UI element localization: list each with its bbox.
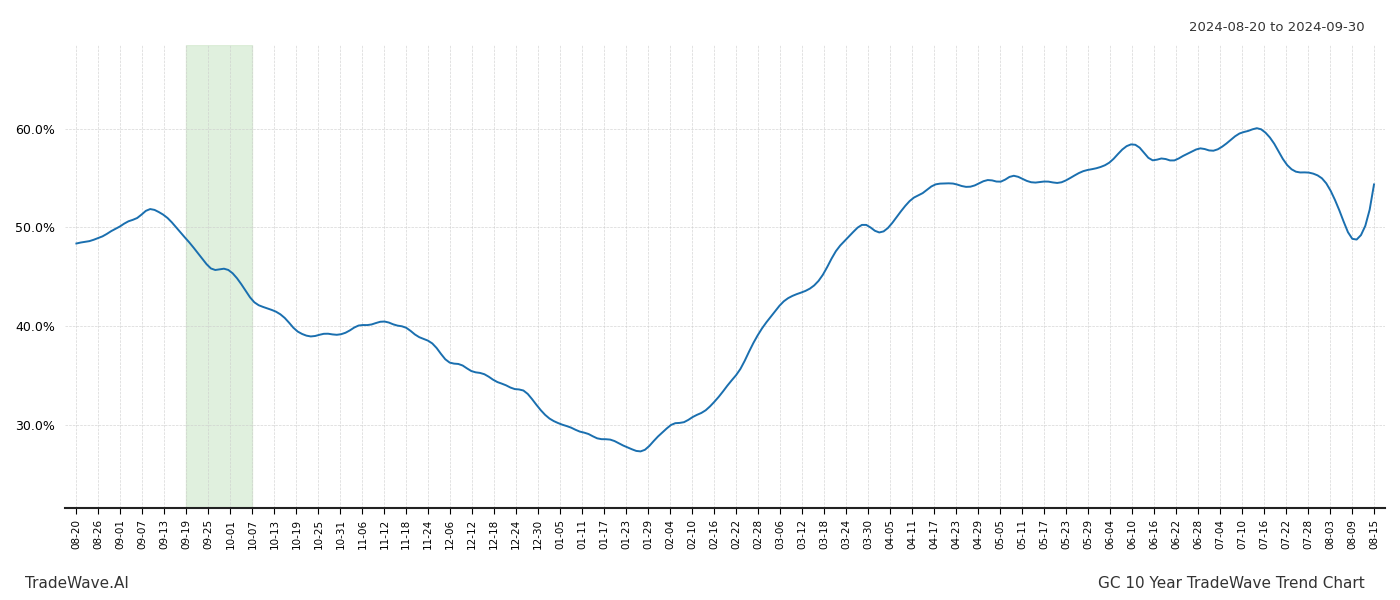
Text: TradeWave.AI: TradeWave.AI (25, 576, 129, 591)
Text: GC 10 Year TradeWave Trend Chart: GC 10 Year TradeWave Trend Chart (1098, 576, 1365, 591)
Text: 2024-08-20 to 2024-09-30: 2024-08-20 to 2024-09-30 (1190, 21, 1365, 34)
Bar (186, 45, 252, 508)
